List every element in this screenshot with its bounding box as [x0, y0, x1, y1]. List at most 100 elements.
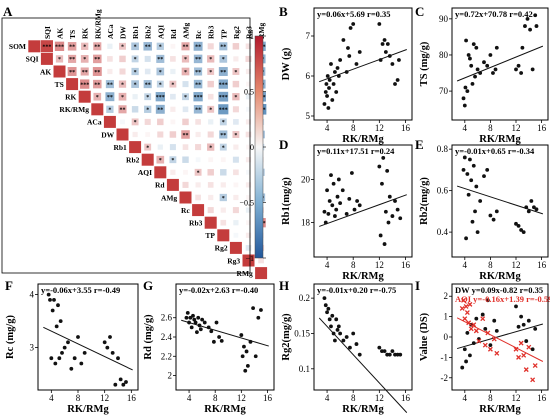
data-point	[530, 67, 535, 72]
heatmap-cell	[103, 115, 117, 129]
data-point	[488, 53, 493, 57]
significance-mark: *	[209, 70, 212, 76]
heatmap-cell	[118, 105, 127, 114]
data-point	[335, 194, 340, 199]
significance-mark: **	[94, 57, 100, 63]
heatmap-cell	[232, 131, 240, 138]
heatmap-cell	[107, 43, 113, 49]
heatmap-cell	[68, 54, 77, 63]
heatmap-cell	[170, 93, 176, 100]
data-point	[469, 178, 474, 183]
data-point	[516, 223, 521, 228]
heatmap-cell	[218, 79, 228, 89]
y-axis-label: Value (DS)	[419, 312, 430, 361]
heatmap-cell	[207, 68, 215, 75]
data-point	[462, 347, 467, 352]
y-tick-label: 0.1	[299, 364, 310, 374]
heatmap-cell	[118, 92, 127, 101]
heatmap-cell	[232, 68, 240, 75]
y-tick-label: 0	[444, 332, 449, 342]
data-point	[105, 345, 110, 350]
data-point	[184, 315, 189, 320]
data-point	[256, 315, 261, 320]
heatmap-cell	[93, 79, 102, 89]
heatmap-col-label: Rd	[169, 29, 178, 39]
heatmap-cell	[207, 93, 214, 100]
significance-mark: ***	[42, 45, 51, 51]
data-point	[357, 352, 362, 357]
heatmap-row-label: Rg3	[227, 256, 240, 265]
significance-mark: *	[184, 70, 187, 76]
y-tick-label: 2.2	[161, 351, 172, 361]
heatmap-cell	[119, 42, 126, 50]
data-point	[72, 356, 77, 361]
heatmap-cell	[220, 169, 227, 176]
significance-mark: *	[83, 45, 86, 51]
data-point	[387, 194, 392, 199]
data-point	[188, 315, 193, 320]
heatmap-cell	[245, 94, 252, 100]
data-point	[514, 67, 518, 72]
data-point	[534, 24, 539, 28]
heatmap-cell	[181, 130, 190, 139]
heatmap-cell	[233, 232, 239, 238]
heatmap-cell	[105, 80, 114, 89]
y-tick-label: 0.6	[437, 186, 449, 196]
data-point	[395, 207, 400, 212]
heatmap-cell	[170, 43, 176, 49]
heatmap-cell	[170, 119, 176, 125]
heatmap-cell	[207, 207, 214, 214]
y-tick-label: -1	[441, 352, 449, 362]
heatmap-col-label: DW	[119, 26, 128, 39]
data-point	[336, 324, 341, 329]
x-tick-label: 12	[375, 123, 384, 133]
heatmap-cell	[169, 144, 176, 151]
significance-mark: ***	[80, 82, 89, 88]
data-point	[338, 201, 343, 206]
x-tick-label: 8	[351, 123, 356, 133]
heatmap-col-label: Rg3	[245, 26, 254, 39]
data-point	[493, 67, 498, 72]
x-tick-label: 16	[401, 393, 411, 403]
data-point	[348, 26, 353, 30]
heatmap-cell	[245, 43, 252, 50]
heatmap-cell	[156, 155, 165, 164]
data-point	[357, 203, 362, 208]
heatmap-cell	[170, 56, 176, 62]
y-tick-label: 2.4	[161, 332, 173, 342]
heatmap-cell	[90, 102, 104, 116]
data-point	[57, 356, 62, 361]
significance-mark: *	[159, 82, 162, 88]
panel-label-h: H	[279, 278, 289, 293]
data-point	[386, 220, 391, 225]
heatmap-cell	[208, 119, 214, 125]
x-axis-label: RK/RMg	[67, 404, 109, 415]
data-point	[380, 349, 384, 354]
data-point	[53, 361, 58, 366]
data-point	[240, 354, 245, 359]
data-point	[324, 82, 329, 86]
x-tick-label: 8	[213, 393, 218, 403]
significance-mark: **	[157, 57, 163, 63]
data-point	[491, 71, 495, 75]
plot-frame	[313, 283, 413, 391]
data-point	[196, 315, 201, 320]
heatmap-cell	[245, 207, 252, 213]
heatmap-cell	[131, 80, 139, 88]
data-point	[462, 103, 467, 108]
regression-equation: DW y=0.09x-0.82 r=0.35	[455, 285, 543, 295]
x-tick-label: 12	[512, 123, 521, 133]
heatmap-cell	[27, 39, 41, 53]
data-point	[464, 38, 468, 43]
heatmap-col-label: AQI	[156, 25, 165, 39]
data-point	[66, 340, 70, 345]
data-point	[325, 94, 329, 98]
heatmap-cell	[207, 131, 214, 138]
data-point	[335, 328, 340, 332]
x-tick-label: 4	[463, 123, 468, 133]
heatmap-cell	[233, 194, 239, 201]
heatmap-cell	[245, 157, 252, 163]
heatmap-row-label: Rg2	[215, 244, 228, 253]
data-point	[494, 328, 499, 333]
x-tick-label: 16	[537, 260, 547, 270]
